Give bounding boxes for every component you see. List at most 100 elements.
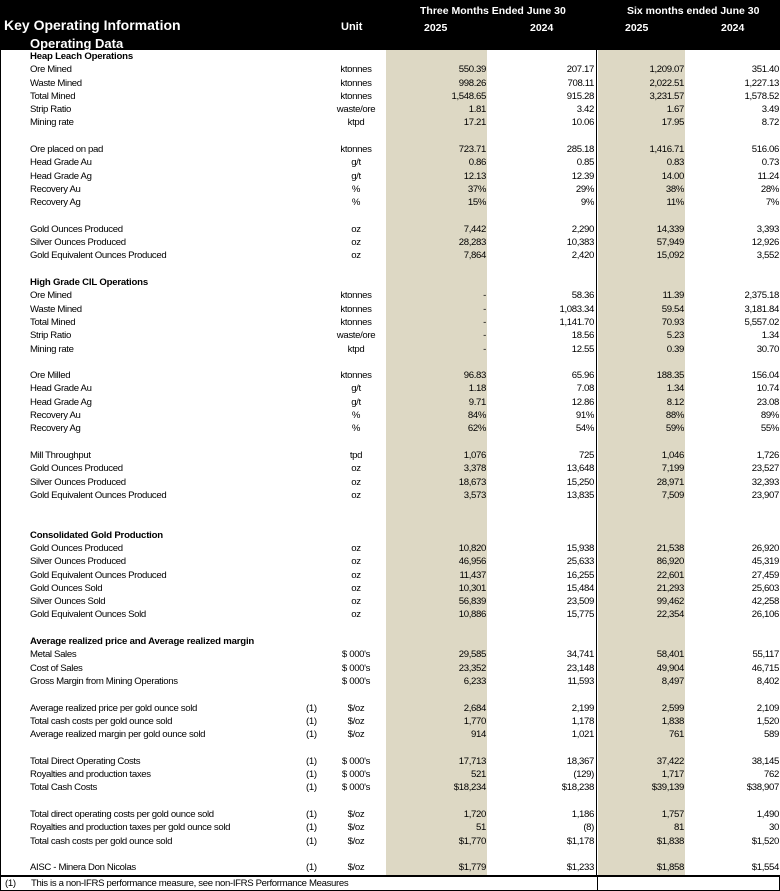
row-label: Total Direct Operating Costs <box>30 755 141 767</box>
table-row: Total cash costs per gold ounce sold (1) $… <box>0 715 780 728</box>
value-h-2024: 1,490 <box>756 808 780 820</box>
section-heading-row: Heap Leach Operations <box>0 50 780 63</box>
row-unit: oz <box>351 582 361 594</box>
row-unit: % <box>351 183 361 195</box>
value-q-2025: 1.81 <box>468 104 487 116</box>
value-q-2025: 15% <box>467 197 487 209</box>
value-q-2025: 998.26 <box>458 77 487 89</box>
value-q-2025: 29,585 <box>458 649 487 661</box>
row-label: Average realized margin per gold ounce s… <box>30 729 206 741</box>
row-label: Strip Ratio <box>30 104 71 116</box>
value-q-2025: 0.86 <box>468 157 487 169</box>
table-row: Total Mined ktonnes - 1,141.70 70.93 5,557.02 <box>0 316 780 329</box>
value-q-2024: 1,021 <box>571 729 595 741</box>
value-h-2025: 37,422 <box>656 755 685 767</box>
value-q-2024: 2,199 <box>571 702 595 714</box>
value-q-2025: 6,233 <box>463 675 487 687</box>
row-unit: ktonnes <box>340 90 372 102</box>
value-h-2024: 1,726 <box>756 449 780 461</box>
value-q-2025: 56,839 <box>458 596 487 608</box>
value-q-2025: 7,442 <box>463 223 487 235</box>
footnote-ref: (1) <box>306 862 317 874</box>
row-unit: % <box>351 197 361 209</box>
table-row: Total cash costs per gold ounce sold (1) $… <box>0 835 780 848</box>
value-q-2024: 15,250 <box>566 476 595 488</box>
row-unit: ktpd <box>347 343 365 355</box>
spacer-row <box>0 622 780 635</box>
table-row: Gold Ounces Produced oz 10,820 15,938 21,538… <box>0 542 780 555</box>
footnote-ref: (1) <box>306 808 317 820</box>
section-heading: Average realized price and Average reali… <box>30 636 255 648</box>
spacer-row <box>0 356 780 369</box>
value-h-2024: 3,552 <box>756 250 780 262</box>
row-label: Cost of Sales <box>30 662 83 674</box>
row-label: Ore Milled <box>30 370 71 382</box>
table-row: Gold Equivalent Ounces Produced oz 7,864 2,… <box>0 249 780 262</box>
six-months-header: Six months ended June 30 <box>627 5 760 17</box>
table-row: Ore placed on pad ktonnes 723.71 285.18 1,41… <box>0 143 780 156</box>
row-label: Total Cash Costs <box>30 782 97 794</box>
spacer-row <box>0 263 780 276</box>
value-h-2025: 22,354 <box>656 609 685 621</box>
value-q-2024: 708.11 <box>567 77 594 89</box>
value-h-2025: $39,139 <box>651 782 685 794</box>
row-unit: ktonnes <box>340 64 372 76</box>
value-h-2024: 46,715 <box>751 662 780 674</box>
table-row: Ore Milled ktonnes 96.83 65.96 188.35 156.04 <box>0 369 780 382</box>
row-label: Gold Ounces Produced <box>30 223 123 235</box>
value-q-2025: - <box>483 316 486 328</box>
value-h-2025: 1,717 <box>661 769 685 781</box>
table-row: Average realized margin per gold ounce s… <box>0 728 780 741</box>
table-row: Royalties and production taxes per gold … <box>0 821 780 834</box>
value-q-2024: 1,141.70 <box>559 316 594 328</box>
row-unit: $ 000's <box>341 649 371 661</box>
footnote-ref: (1) <box>306 729 317 741</box>
value-q-2024: 3.42 <box>576 104 595 116</box>
table-row: Recovery Ag% 62% 54% 59% 55% <box>0 422 780 435</box>
row-unit: ktonnes <box>340 144 372 156</box>
value-q-2024: 0.85 <box>576 157 595 169</box>
value-h-2025: 1,757 <box>661 808 685 820</box>
value-h-2024: 23,907 <box>751 489 780 501</box>
value-q-2024: 15,484 <box>566 582 595 594</box>
row-unit: $/oz <box>347 715 365 727</box>
row-unit: $/oz <box>347 862 365 874</box>
value-h-2024: 3,181.84 <box>744 303 779 315</box>
row-unit: ktonnes <box>340 316 372 328</box>
value-h-2025: 86,920 <box>656 556 685 568</box>
value-q-2025: $1,770 <box>458 835 487 847</box>
value-q-2025: - <box>483 290 486 302</box>
value-h-2025: 1,209.07 <box>649 64 684 76</box>
value-q-2025: 1.18 <box>468 383 487 395</box>
value-q-2024: 13,835 <box>566 489 595 501</box>
value-h-2024: 1,227.13 <box>744 77 779 89</box>
table-row: Total direct operating costs per gold ou… <box>0 808 780 821</box>
value-q-2024: (129) <box>573 769 594 781</box>
table-row: Head Grade Au g/t 1.18 7.08 1.34 10.74 <box>0 382 780 395</box>
value-h-2024: 762 <box>764 769 779 781</box>
value-q-2024: 18,367 <box>566 755 595 767</box>
value-h-2025: 7,199 <box>661 463 685 475</box>
value-q-2025: 9.71 <box>468 396 487 408</box>
row-label: Head Grade Ag <box>30 396 92 408</box>
value-q-2024: 16,255 <box>566 569 595 581</box>
row-unit: g/t <box>351 383 361 395</box>
value-q-2024: $1,178 <box>566 835 595 847</box>
table-row: Waste Mined ktonnes 998.26 708.11 2,022.51 1,… <box>0 77 780 90</box>
row-label: Recovery Ag <box>30 423 81 435</box>
value-q-2025: 1,548.65 <box>451 90 486 102</box>
period-divider <box>596 50 597 876</box>
row-label: Mining rate <box>30 343 74 355</box>
spacer-row <box>0 515 780 528</box>
row-unit: waste/ore <box>336 104 376 116</box>
spacer-row <box>0 688 780 701</box>
value-h-2024: 156.04 <box>751 370 780 382</box>
value-h-2025: 22,601 <box>656 569 685 581</box>
value-q-2025: 18,673 <box>458 476 487 488</box>
value-h-2024: 23,527 <box>751 463 780 475</box>
value-q-2025: 10,301 <box>458 582 487 594</box>
row-label: Silver Ounces Sold <box>30 596 106 608</box>
row-unit: % <box>351 410 361 422</box>
value-q-2025: 521 <box>471 769 486 781</box>
value-h-2025: 11% <box>666 197 685 209</box>
